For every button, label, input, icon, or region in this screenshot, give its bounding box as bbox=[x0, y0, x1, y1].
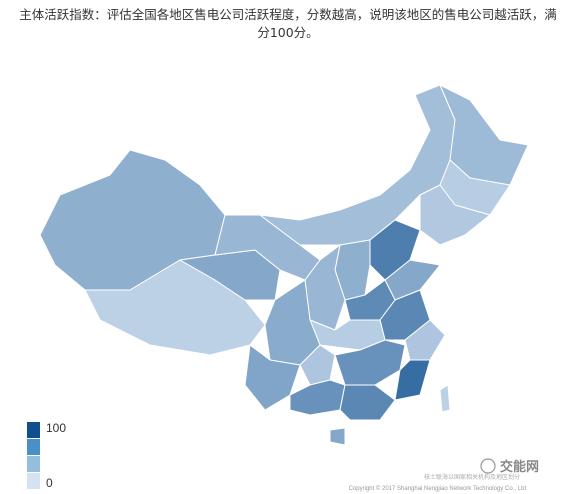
region bbox=[329, 427, 346, 446]
region bbox=[394, 359, 431, 401]
region bbox=[339, 384, 396, 421]
brand-icon bbox=[480, 458, 496, 474]
legend bbox=[27, 422, 40, 489]
legend-swatch bbox=[27, 456, 40, 472]
legend-swatch bbox=[27, 473, 40, 489]
legend-max: 100 bbox=[46, 421, 66, 435]
legend-swatch bbox=[27, 439, 40, 455]
region bbox=[289, 379, 346, 416]
region bbox=[309, 319, 386, 351]
brand: 交能网 bbox=[500, 459, 539, 474]
region bbox=[404, 319, 446, 361]
legend-swatch bbox=[27, 422, 40, 438]
region bbox=[419, 184, 491, 246]
legend-min: 0 bbox=[46, 476, 53, 490]
note: 核士联海以国家相关机构及地区划分 bbox=[424, 473, 520, 481]
region bbox=[439, 384, 451, 413]
title: 主体活跃指数：评估全国各地区售电公司活跃程度，分数越高，说明该地区的售电公司越活… bbox=[19, 7, 557, 40]
copyright: Copyright © 2017 Shanghai Nengjiao Netwo… bbox=[349, 485, 526, 492]
regions bbox=[39, 84, 529, 446]
region bbox=[299, 344, 336, 386]
